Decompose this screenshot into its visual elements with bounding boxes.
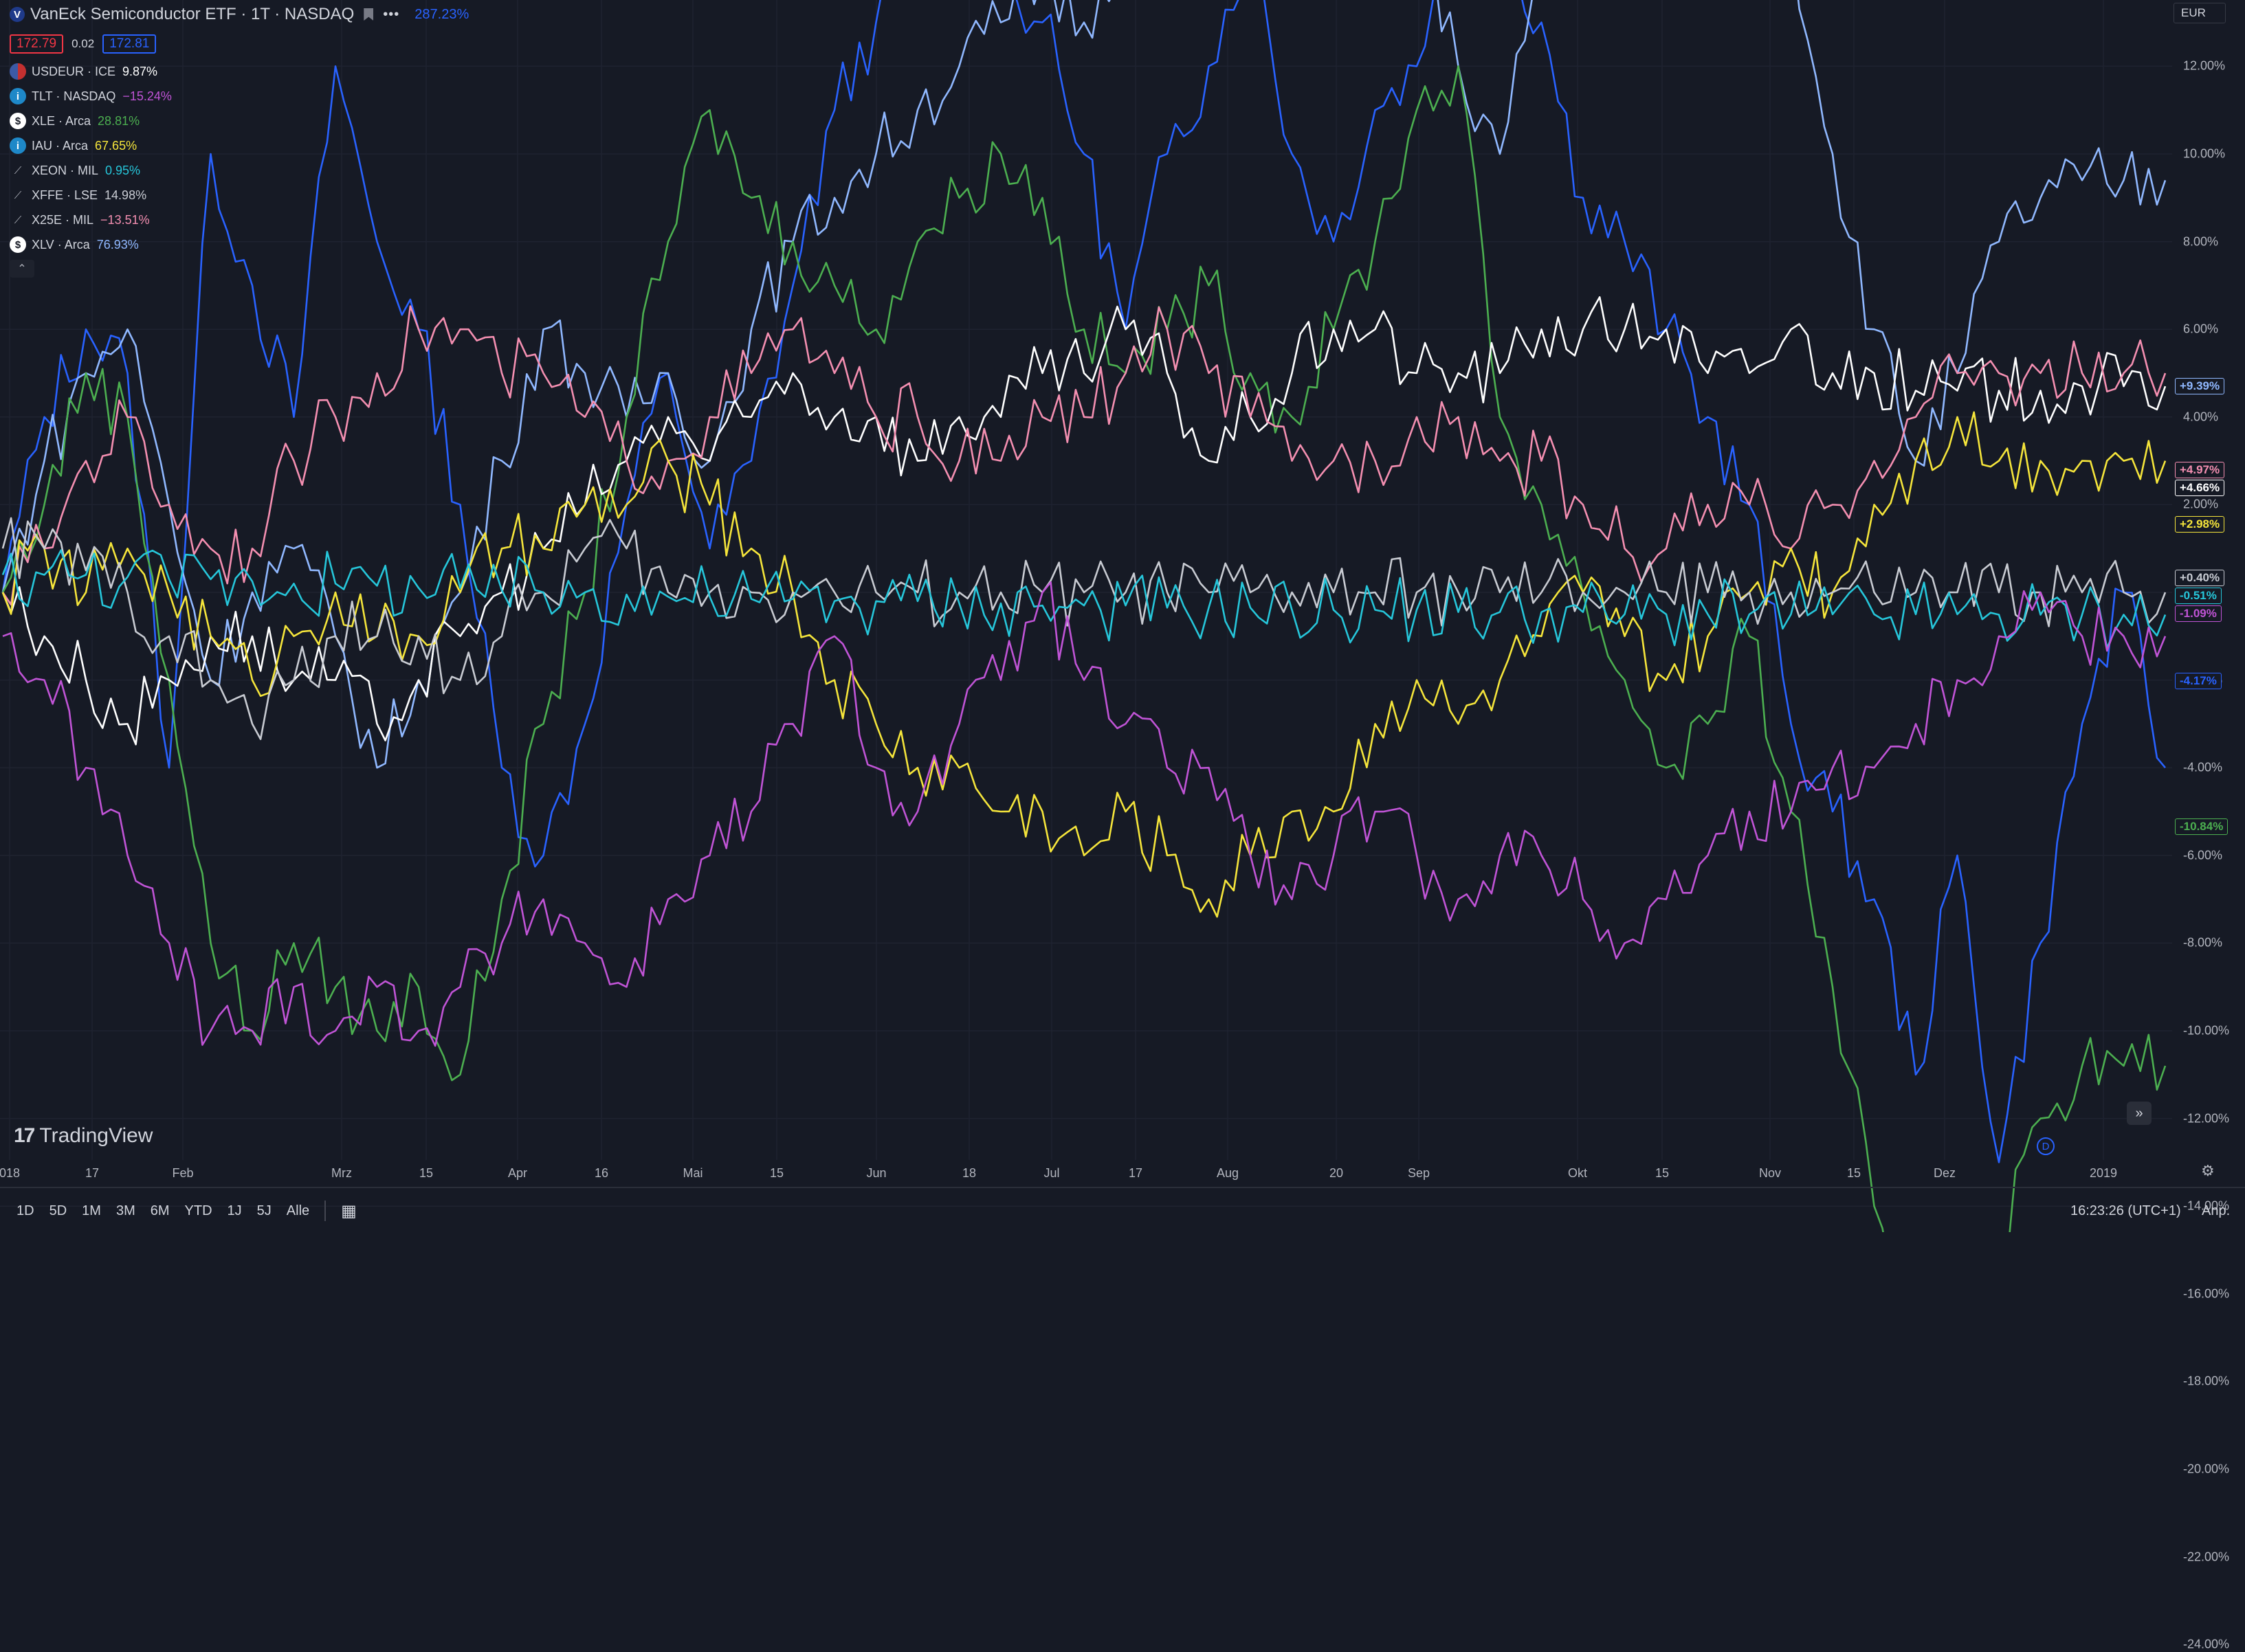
series-value: 0.95% [105, 163, 141, 177]
series-name: XFFE · LSE [32, 188, 98, 202]
dividend-marker-icon[interactable]: D [2037, 1137, 2055, 1155]
adjust-button[interactable]: Anp. [2202, 1203, 2231, 1218]
y-tick-label: -24.00% [2183, 1637, 2230, 1651]
info-icon: i [10, 88, 26, 104]
toolbar-divider [324, 1201, 327, 1221]
series-value: 76.93% [96, 237, 139, 252]
series-name: IAU · Arca [32, 138, 89, 153]
series-legend-row[interactable]: USDEUR · ICE 9.87% [10, 59, 469, 84]
series-line [1, 549, 2167, 649]
series-name: X25E · MIL [32, 212, 94, 227]
series-line [1, 296, 2167, 746]
y-tick-label: -16.00% [2183, 1286, 2230, 1301]
spread-value: 0.02 [71, 37, 95, 50]
series-name: USDEUR · ICE [32, 64, 116, 78]
series-line [1, 517, 2167, 740]
range-button-5d[interactable]: 5D [49, 1203, 67, 1218]
tradingview-mark-icon: 17 [14, 1124, 35, 1147]
series-line [1, 0, 2166, 1163]
bottom-toolbar: 1D 5D 1M 3M 6M YTD 1J 5J Alle ▦ 16:23:26 (UTC+1)… [0, 1187, 2245, 1234]
symbol-title[interactable]: VanEck Semiconductor ETF · 1T · NASDAQ [30, 5, 355, 23]
series-legend-row[interactable]: i IAU · Arca 67.65% [10, 133, 469, 158]
series-legend-row[interactable]: ⟋ X25E · MIL −13.51% [10, 208, 469, 232]
symbol-change: 287.23% [414, 6, 469, 22]
price-row: 172.79 0.02 172.81 [10, 34, 469, 54]
series-legend-row[interactable]: ⟋ XEON · MIL 0.95% [10, 158, 469, 183]
series-name: TLT · NASDAQ [32, 89, 116, 103]
range-button-1m[interactable]: 1M [82, 1203, 101, 1218]
dollar-icon: $ [10, 236, 26, 253]
range-button-alle[interactable]: Alle [286, 1203, 310, 1218]
clock-display[interactable]: 16:23:26 (UTC+1) [2070, 1203, 2181, 1218]
series-legend-row[interactable]: i TLT · NASDAQ −15.24% [10, 84, 469, 109]
bid-price[interactable]: 172.79 [10, 34, 64, 54]
symbol-title-row[interactable]: V VanEck Semiconductor ETF · 1T · NASDAQ… [10, 4, 469, 25]
gridlines [0, 0, 2172, 1207]
series-value: 28.81% [98, 113, 140, 128]
line-icon: ⟋ [14, 164, 22, 177]
chart-area[interactable] [0, 0, 2245, 1232]
bookmark-flag-icon[interactable] [364, 8, 374, 21]
collapse-legend-button[interactable]: ⌃ [10, 260, 34, 278]
series-line [1, 411, 2167, 918]
series-legend-row[interactable]: $ XLV · Arca 76.93% [10, 232, 469, 257]
range-button-ytd[interactable]: YTD [184, 1203, 212, 1218]
calendar-icon[interactable]: ▦ [341, 1201, 357, 1220]
legend-panel: V VanEck Semiconductor ETF · 1T · NASDAQ… [10, 4, 469, 278]
line-icon: ⟋ [14, 214, 22, 226]
range-button-5j[interactable]: 5J [256, 1203, 272, 1218]
series-name: XLE · Arca [32, 113, 91, 128]
series-value: 67.65% [95, 138, 137, 153]
range-button-3m[interactable]: 3M [115, 1203, 135, 1218]
y-tick-label: -22.00% [2183, 1550, 2230, 1564]
tradingview-logo[interactable]: 17 TradingView [14, 1124, 153, 1148]
series-line [1, 0, 2167, 769]
gear-icon[interactable]: ⚙ [2201, 1162, 2215, 1179]
more-options-icon[interactable]: ••• [383, 6, 400, 22]
y-tick-label: -20.00% [2183, 1462, 2230, 1476]
series-value: 9.87% [122, 64, 158, 78]
series-name: XLV · Arca [32, 237, 90, 252]
series-legend-list: USDEUR · ICE 9.87% i TLT · NASDAQ −15.24% $ XL… [10, 59, 469, 257]
info-icon: i [10, 137, 26, 154]
currency-button[interactable]: EUR [2174, 3, 2226, 23]
flag-icon [10, 63, 26, 80]
series-name: XEON · MIL [32, 163, 99, 177]
series-legend-row[interactable]: ⟋ XFFE · LSE 14.98% [10, 183, 469, 208]
range-button-1j[interactable]: 1J [227, 1203, 242, 1218]
series-value: 14.98% [104, 188, 147, 202]
series-value: −15.24% [122, 89, 172, 103]
series-line [1, 305, 2167, 606]
range-button-6m[interactable]: 6M [150, 1203, 170, 1218]
range-button-1d[interactable]: 1D [16, 1203, 34, 1218]
y-tick-label: -18.00% [2183, 1374, 2230, 1388]
scroll-to-realtime-button[interactable]: » [2127, 1102, 2152, 1125]
line-icon: ⟋ [14, 189, 22, 201]
series-legend-row[interactable]: $ XLE · Arca 28.81% [10, 109, 469, 133]
vaneck-logo-icon: V [10, 7, 25, 22]
series-line [2, 581, 2167, 1047]
tradingview-logo-text: TradingView [39, 1124, 153, 1147]
series-value: −13.51% [100, 212, 150, 227]
dollar-icon: $ [10, 113, 26, 129]
ask-price[interactable]: 172.81 [102, 34, 157, 54]
